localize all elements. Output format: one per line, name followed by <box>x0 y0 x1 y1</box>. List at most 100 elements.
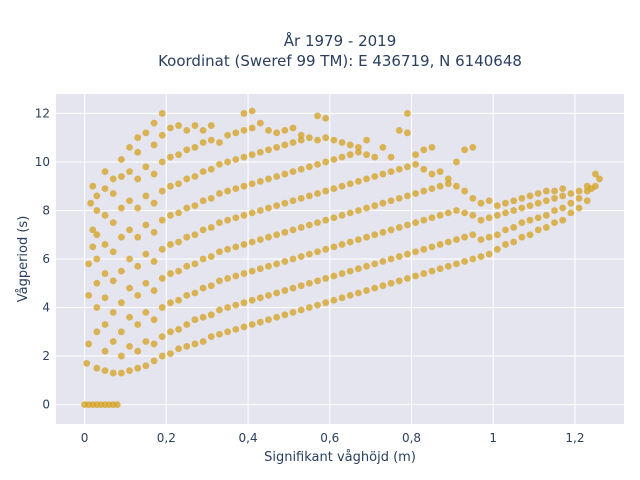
y-tick-label: 6 <box>42 252 50 266</box>
data-point <box>551 219 558 227</box>
data-point <box>142 338 150 345</box>
data-point <box>338 270 346 277</box>
data-point <box>134 134 142 142</box>
data-point <box>248 151 256 159</box>
data-point <box>395 194 403 202</box>
data-point <box>175 238 182 246</box>
data-point <box>158 245 166 253</box>
data-point <box>224 275 232 282</box>
data-point <box>289 197 297 205</box>
data-point <box>240 270 248 277</box>
data-point <box>371 260 379 268</box>
data-point <box>526 216 534 224</box>
data-point <box>510 197 518 205</box>
data-point <box>444 262 452 270</box>
data-point <box>461 258 469 265</box>
data-point <box>191 340 199 348</box>
data-point <box>330 185 338 193</box>
data-point <box>363 151 370 159</box>
data-point <box>265 291 272 299</box>
data-point <box>126 255 133 263</box>
data-point <box>559 204 567 212</box>
data-point <box>224 158 232 166</box>
data-point <box>542 224 550 231</box>
data-point <box>134 204 142 212</box>
data-point <box>371 231 379 239</box>
data-point <box>191 143 199 151</box>
data-point <box>412 160 419 168</box>
data-point <box>109 190 117 197</box>
data-point <box>354 143 362 151</box>
data-point <box>567 199 575 207</box>
data-point <box>534 190 542 197</box>
data-point <box>89 182 97 190</box>
data-point <box>101 367 109 375</box>
data-point <box>338 139 346 146</box>
data-point <box>379 143 387 151</box>
data-point <box>281 126 289 134</box>
data-point <box>493 231 501 239</box>
data-point <box>420 245 428 253</box>
y-axis-ticks: 0 2 4 6 8 10 12 <box>35 106 50 411</box>
data-point <box>289 284 297 292</box>
data-point <box>191 316 199 324</box>
y-tick-label: 2 <box>42 349 50 363</box>
data-point <box>199 197 207 205</box>
data-point <box>191 231 199 239</box>
data-point <box>371 173 379 180</box>
data-point <box>265 126 272 134</box>
data-point <box>363 136 370 144</box>
data-point <box>150 199 158 207</box>
data-point <box>142 163 150 171</box>
data-point <box>330 272 338 280</box>
data-point <box>109 277 117 285</box>
data-point <box>142 362 150 370</box>
data-point <box>191 289 199 297</box>
data-point <box>93 255 101 263</box>
data-point <box>289 255 297 263</box>
data-point <box>453 207 460 214</box>
data-point <box>224 187 232 195</box>
data-point <box>314 301 321 309</box>
data-point <box>85 340 93 348</box>
data-point <box>436 211 444 219</box>
data-point <box>117 328 125 336</box>
data-point <box>518 194 526 202</box>
data-point <box>199 168 207 176</box>
data-point <box>167 211 174 219</box>
data-point <box>273 260 281 268</box>
data-point <box>354 289 362 297</box>
data-point <box>379 170 387 178</box>
data-point <box>216 277 223 285</box>
data-point <box>175 325 182 333</box>
data-point <box>363 204 370 212</box>
data-point <box>83 359 91 367</box>
data-point <box>338 153 346 161</box>
data-point <box>542 211 550 219</box>
data-point <box>117 369 125 377</box>
data-point <box>354 207 362 214</box>
data-point <box>354 177 362 185</box>
data-point <box>453 158 460 166</box>
data-point <box>404 163 411 171</box>
chart-title-line-1: År 1979 - 2019 <box>284 31 397 50</box>
data-point <box>346 141 354 149</box>
data-point <box>216 139 223 146</box>
data-point <box>126 342 133 350</box>
data-point <box>322 158 330 166</box>
data-point <box>281 311 289 319</box>
data-point <box>387 279 395 287</box>
data-point <box>297 306 305 314</box>
data-point <box>101 347 109 355</box>
data-point <box>297 282 305 290</box>
data-point <box>142 221 150 229</box>
data-point <box>404 221 411 229</box>
data-point <box>175 151 182 159</box>
data-point <box>232 243 240 251</box>
data-point <box>240 299 248 307</box>
data-point <box>224 216 232 224</box>
data-point <box>134 262 142 270</box>
data-point <box>379 228 387 236</box>
data-point <box>420 187 428 195</box>
data-point <box>158 187 166 195</box>
